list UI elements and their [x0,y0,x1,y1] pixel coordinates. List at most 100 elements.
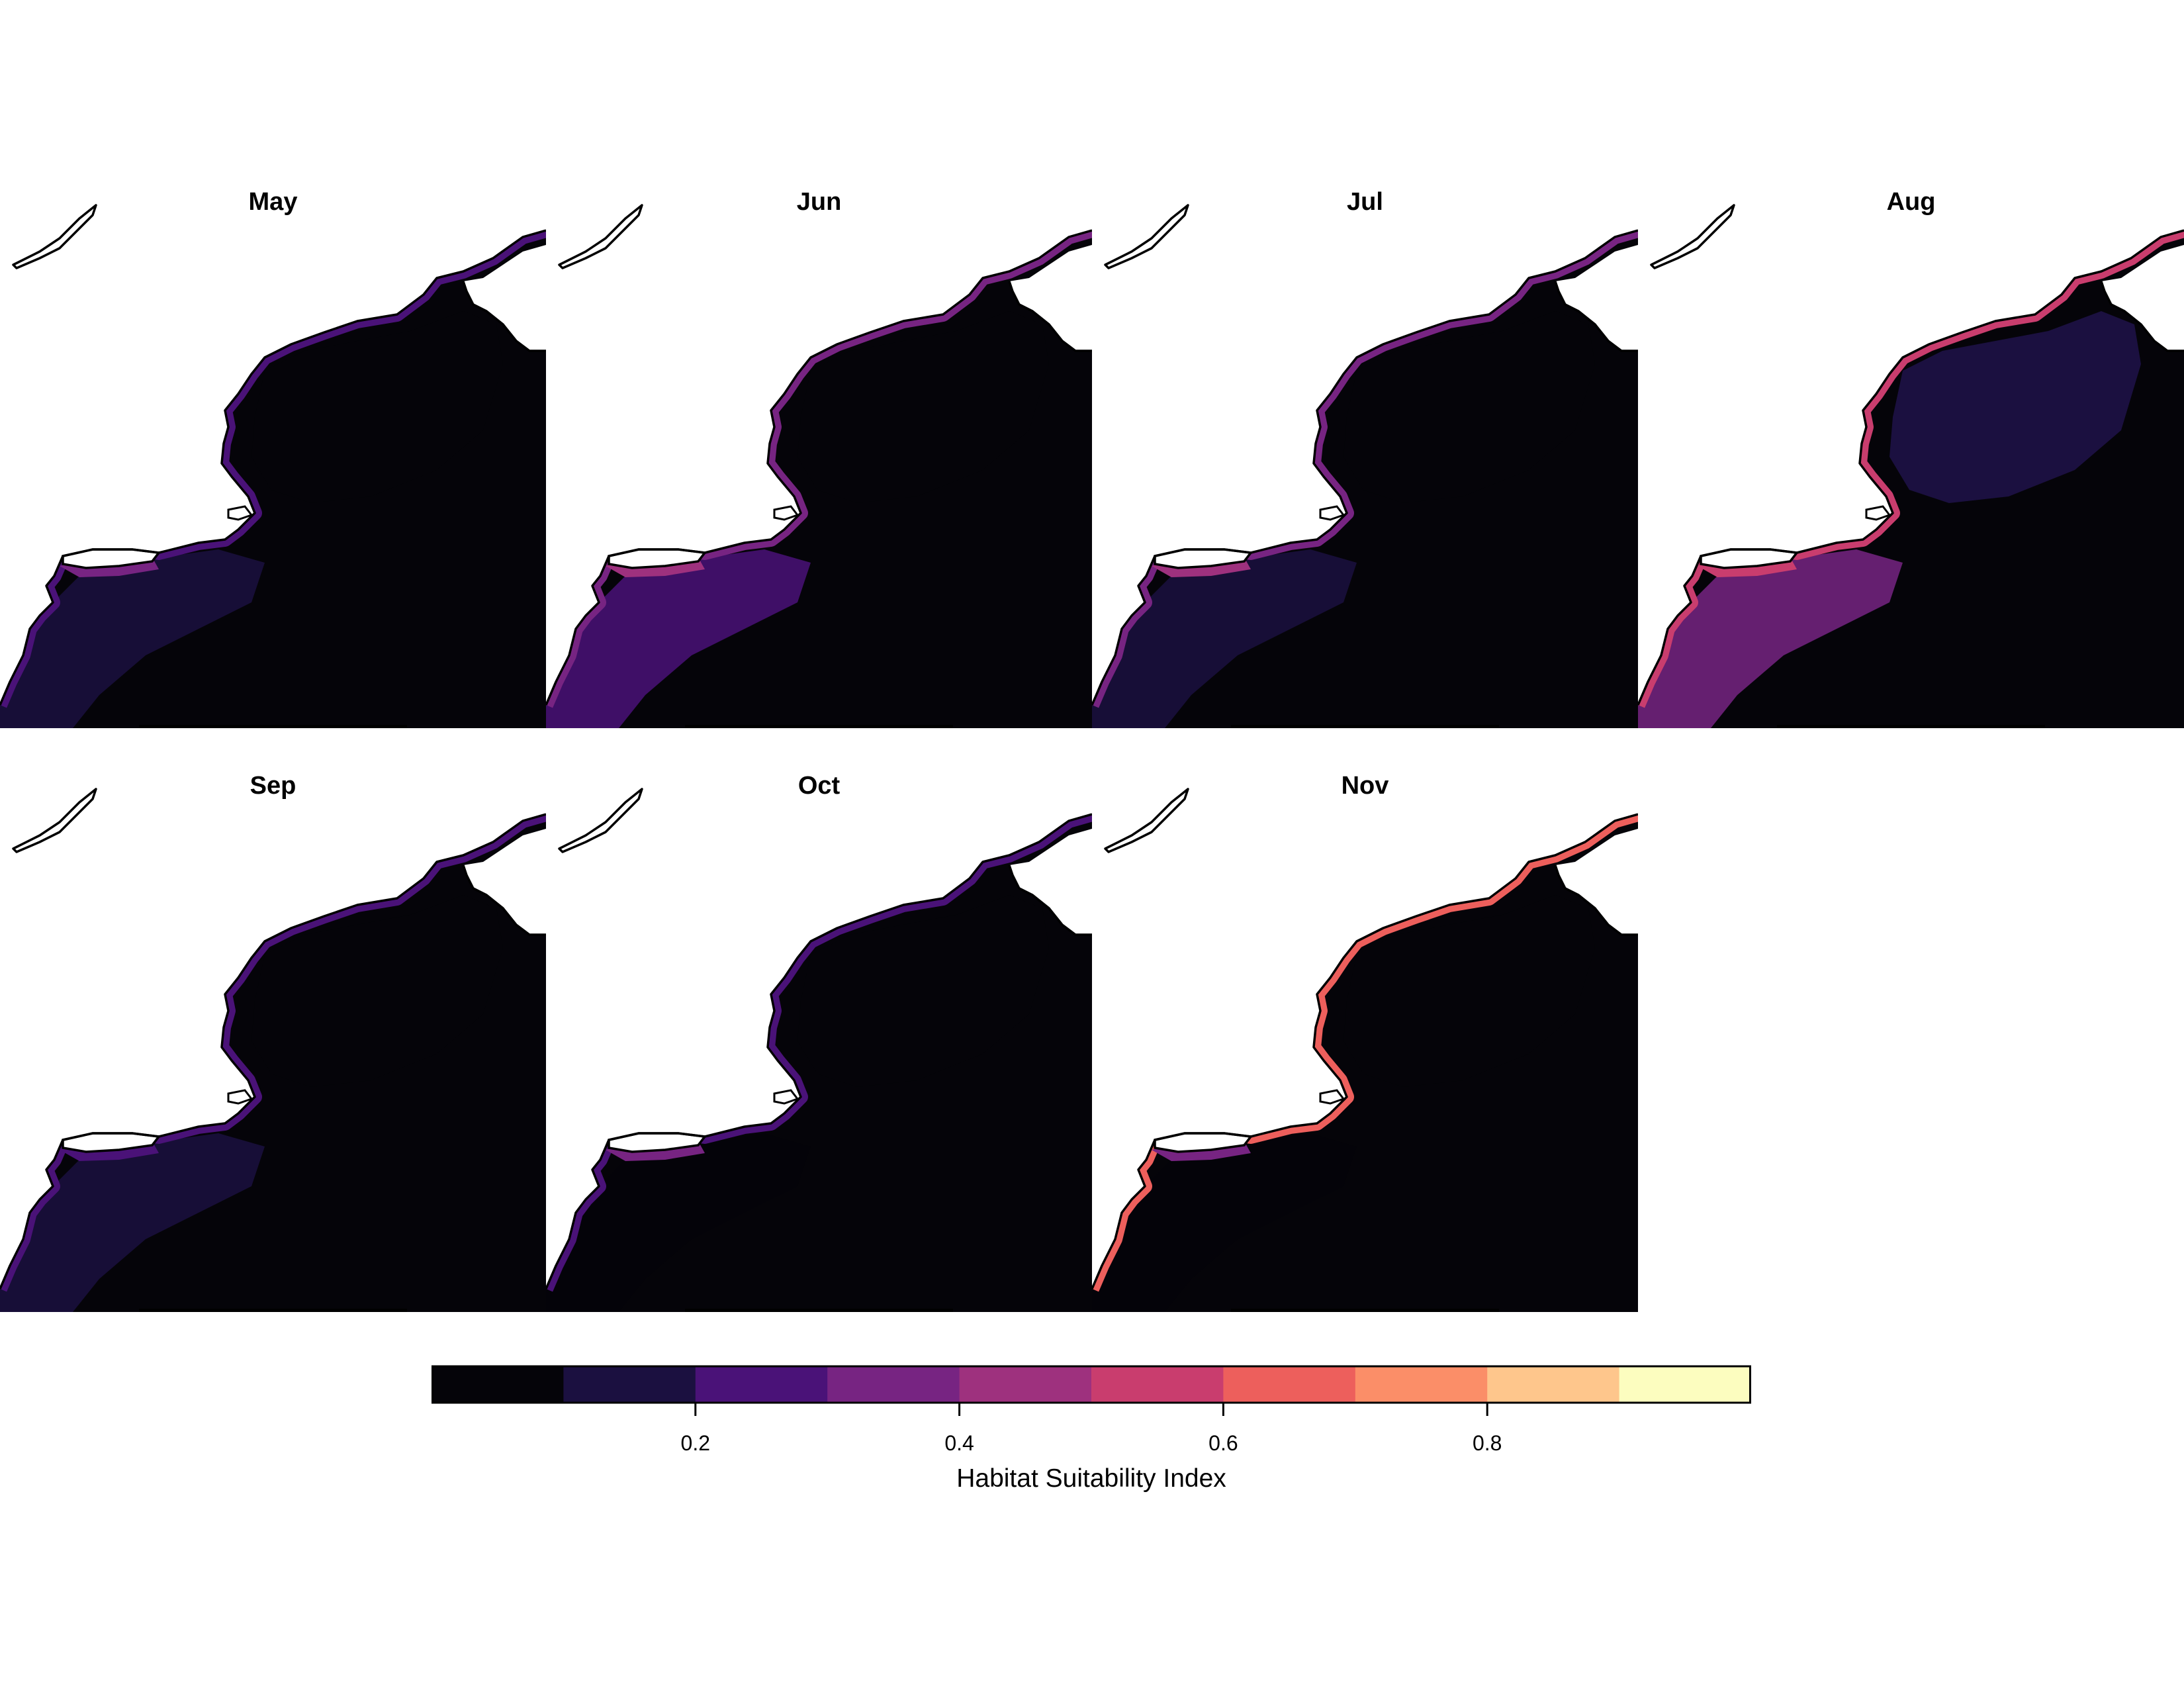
shelf-suitability-band [0,1133,265,1312]
legend-bin-1 [563,1366,696,1403]
panel-title: Nov [1341,773,1389,800]
gulf-interior-region [1343,895,1595,1087]
land-mask [546,773,1092,1289]
nova-scotia-outline [462,865,546,936]
legend-tick-label: 0.8 [1472,1431,1502,1455]
lake-outline [12,788,97,853]
panel-title: May [248,189,298,216]
nova-scotia-outline [1554,281,1638,352]
coastline-outline [0,229,546,706]
land-mask [0,189,546,705]
bay-of-fundy-land [2101,245,2184,351]
cape-outline [1319,505,1345,521]
legend-bin-8 [1487,1366,1620,1403]
coastline-outline [1092,813,1638,1289]
legend-bin-3 [827,1366,960,1403]
long-island-outline [1700,548,1799,569]
lake-outline [558,204,643,269]
shelf-suitability-band [1092,549,1357,728]
map-canvas [1092,773,1638,1312]
legend-bin-9 [1619,1366,1751,1403]
shelf-suitability-band [546,1133,811,1312]
land-mask [1092,773,1638,1289]
bay-of-fundy-land [1555,829,1638,935]
lake-outline [12,204,97,269]
panel-title: Jul [1347,189,1383,216]
map-canvas [0,773,546,1312]
map-canvas [0,189,546,728]
nova-scotia-outline [1008,281,1092,352]
panel-title: Aug [1886,189,1936,216]
cape-outline [1865,505,1891,521]
long-island-outline [62,548,161,569]
gulf-interior-region [251,895,503,1087]
cape-outline [1319,1089,1345,1105]
gulf-interior-region [797,311,1049,503]
map-canvas [1092,189,1638,728]
bay-of-fundy-land [1555,245,1638,351]
panel-title: Sep [250,773,296,800]
legend-color-bar [432,1365,1751,1416]
nova-scotia-outline [462,281,546,352]
bay-of-fundy-land [1009,245,1092,351]
nova-scotia-outline [1554,865,1638,936]
long-island-outline [1154,548,1253,569]
map-canvas [1638,189,2184,728]
cape-outline [773,1089,799,1105]
map-panel-may: May [0,189,546,728]
bay-of-fundy-land [463,245,546,351]
lake-outline [1104,788,1189,853]
legend-title: Habitat Suitability Index [956,1464,1226,1493]
legend-tick-label: 0.2 [680,1431,711,1455]
map-panel-jun: Jun [546,189,1092,728]
land-mask [0,773,546,1289]
cape-outline [227,505,253,521]
legend-bin-4 [959,1366,1092,1403]
bay-of-fundy-land [1009,829,1092,935]
legend-frame [432,1365,1751,1404]
shelf-suitability-band [1638,549,1903,728]
cape-outline [773,505,799,521]
land-mask [1638,189,2184,705]
coastline-outline [1638,229,2184,706]
coastline-outline [0,813,546,1289]
long-island-outline [62,1132,161,1153]
shelf-suitability-band [0,549,265,728]
legend-tick-label: 0.6 [1208,1431,1238,1455]
map-canvas [546,189,1092,728]
shelf-suitability-band [1092,1133,1357,1312]
legend-bin-0 [432,1366,564,1403]
nova-scotia-outline [2100,281,2184,352]
legend-bin-6 [1223,1366,1356,1403]
map-panel-oct: Oct [546,773,1092,1312]
legend-bin-5 [1091,1366,1224,1403]
land-mask [546,189,1092,705]
nova-scotia-outline [1008,865,1092,936]
map-panel-sep: Sep [0,773,546,1312]
map-canvas [546,773,1092,1312]
coastline-outline [546,229,1092,706]
color-legend: 0.2 0.4 0.6 0.8 Habitat Suitability Index [432,1365,1751,1497]
legend-bin-2 [695,1366,828,1403]
lake-outline [558,788,643,853]
gulf-interior-region [797,895,1049,1087]
coastline-outline [1092,229,1638,706]
long-island-outline [608,1132,707,1153]
gulf-interior-region [251,311,503,503]
panel-title: Jun [796,189,842,216]
legend-tick-label: 0.4 [944,1431,974,1455]
map-panel-jul: Jul [1092,189,1638,728]
legend-bin-7 [1355,1366,1488,1403]
lake-outline [1650,204,1735,269]
cape-outline [227,1089,253,1105]
gulf-interior-region [1343,311,1595,503]
long-island-outline [1154,1132,1253,1153]
land-mask [1092,189,1638,705]
long-island-outline [608,548,707,569]
map-panel-aug: Aug [1638,189,2184,728]
map-panel-nov: Nov [1092,773,1638,1312]
gulf-interior-region [1889,311,2141,503]
bay-of-fundy-land [463,829,546,935]
lake-outline [1104,204,1189,269]
